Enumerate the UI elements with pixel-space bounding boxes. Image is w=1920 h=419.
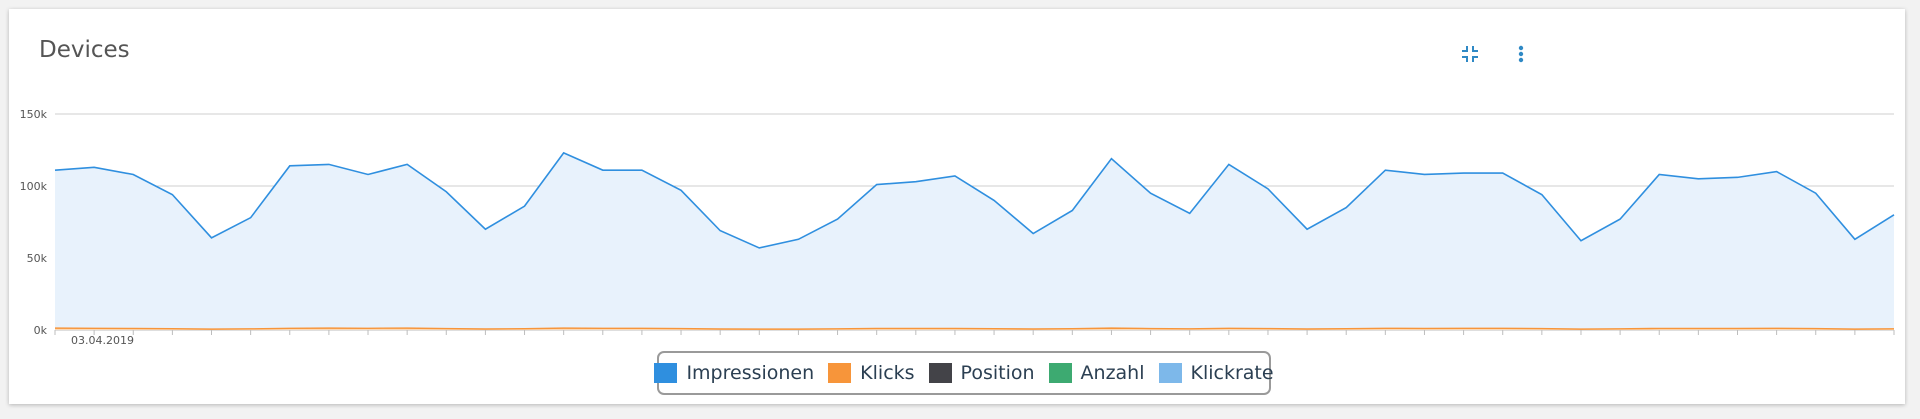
card-title: Devices	[39, 37, 130, 63]
legend-item[interactable]: Anzahl	[1048, 362, 1145, 384]
y-tick-label: 50k	[27, 252, 48, 265]
legend-item[interactable]: Position	[928, 362, 1035, 384]
impressionen-line	[54, 151, 1895, 249]
collapse-icon[interactable]	[1455, 39, 1485, 69]
y-tick-label: 0k	[34, 324, 48, 337]
legend-swatch	[654, 363, 678, 383]
legend-label: Klicks	[860, 362, 915, 384]
legend-swatch	[1158, 363, 1182, 383]
chart-plot: 0k 50k 100k 150k 03.04.2019	[20, 108, 1895, 347]
impressionen-area	[55, 152, 1894, 330]
legend-item[interactable]: Klickrate	[1158, 362, 1274, 384]
legend-label: Klickrate	[1190, 362, 1274, 384]
legend-swatch	[928, 363, 952, 383]
y-tick-label: 150k	[20, 108, 48, 121]
legend-label: Position	[960, 362, 1035, 384]
legend-label: Anzahl	[1080, 362, 1145, 384]
legend-item[interactable]: Impressionen	[654, 362, 814, 384]
chart-legend: Impressionen Klicks Position Anzahl Klickrat…	[654, 351, 1274, 395]
legend-swatch	[1048, 363, 1072, 383]
legend-item[interactable]: Klicks	[828, 362, 915, 384]
devices-card: Devices 0k 50k 100k 150k 03.04.2019 Impressi…	[9, 9, 1905, 404]
legend-swatch	[828, 363, 852, 383]
legend-label: Impressionen	[686, 362, 815, 384]
klicks-line	[54, 327, 1895, 330]
more-vert-icon[interactable]	[1506, 39, 1536, 69]
y-tick-label: 100k	[20, 180, 48, 193]
x-tick-label: 03.04.2019	[71, 334, 134, 347]
